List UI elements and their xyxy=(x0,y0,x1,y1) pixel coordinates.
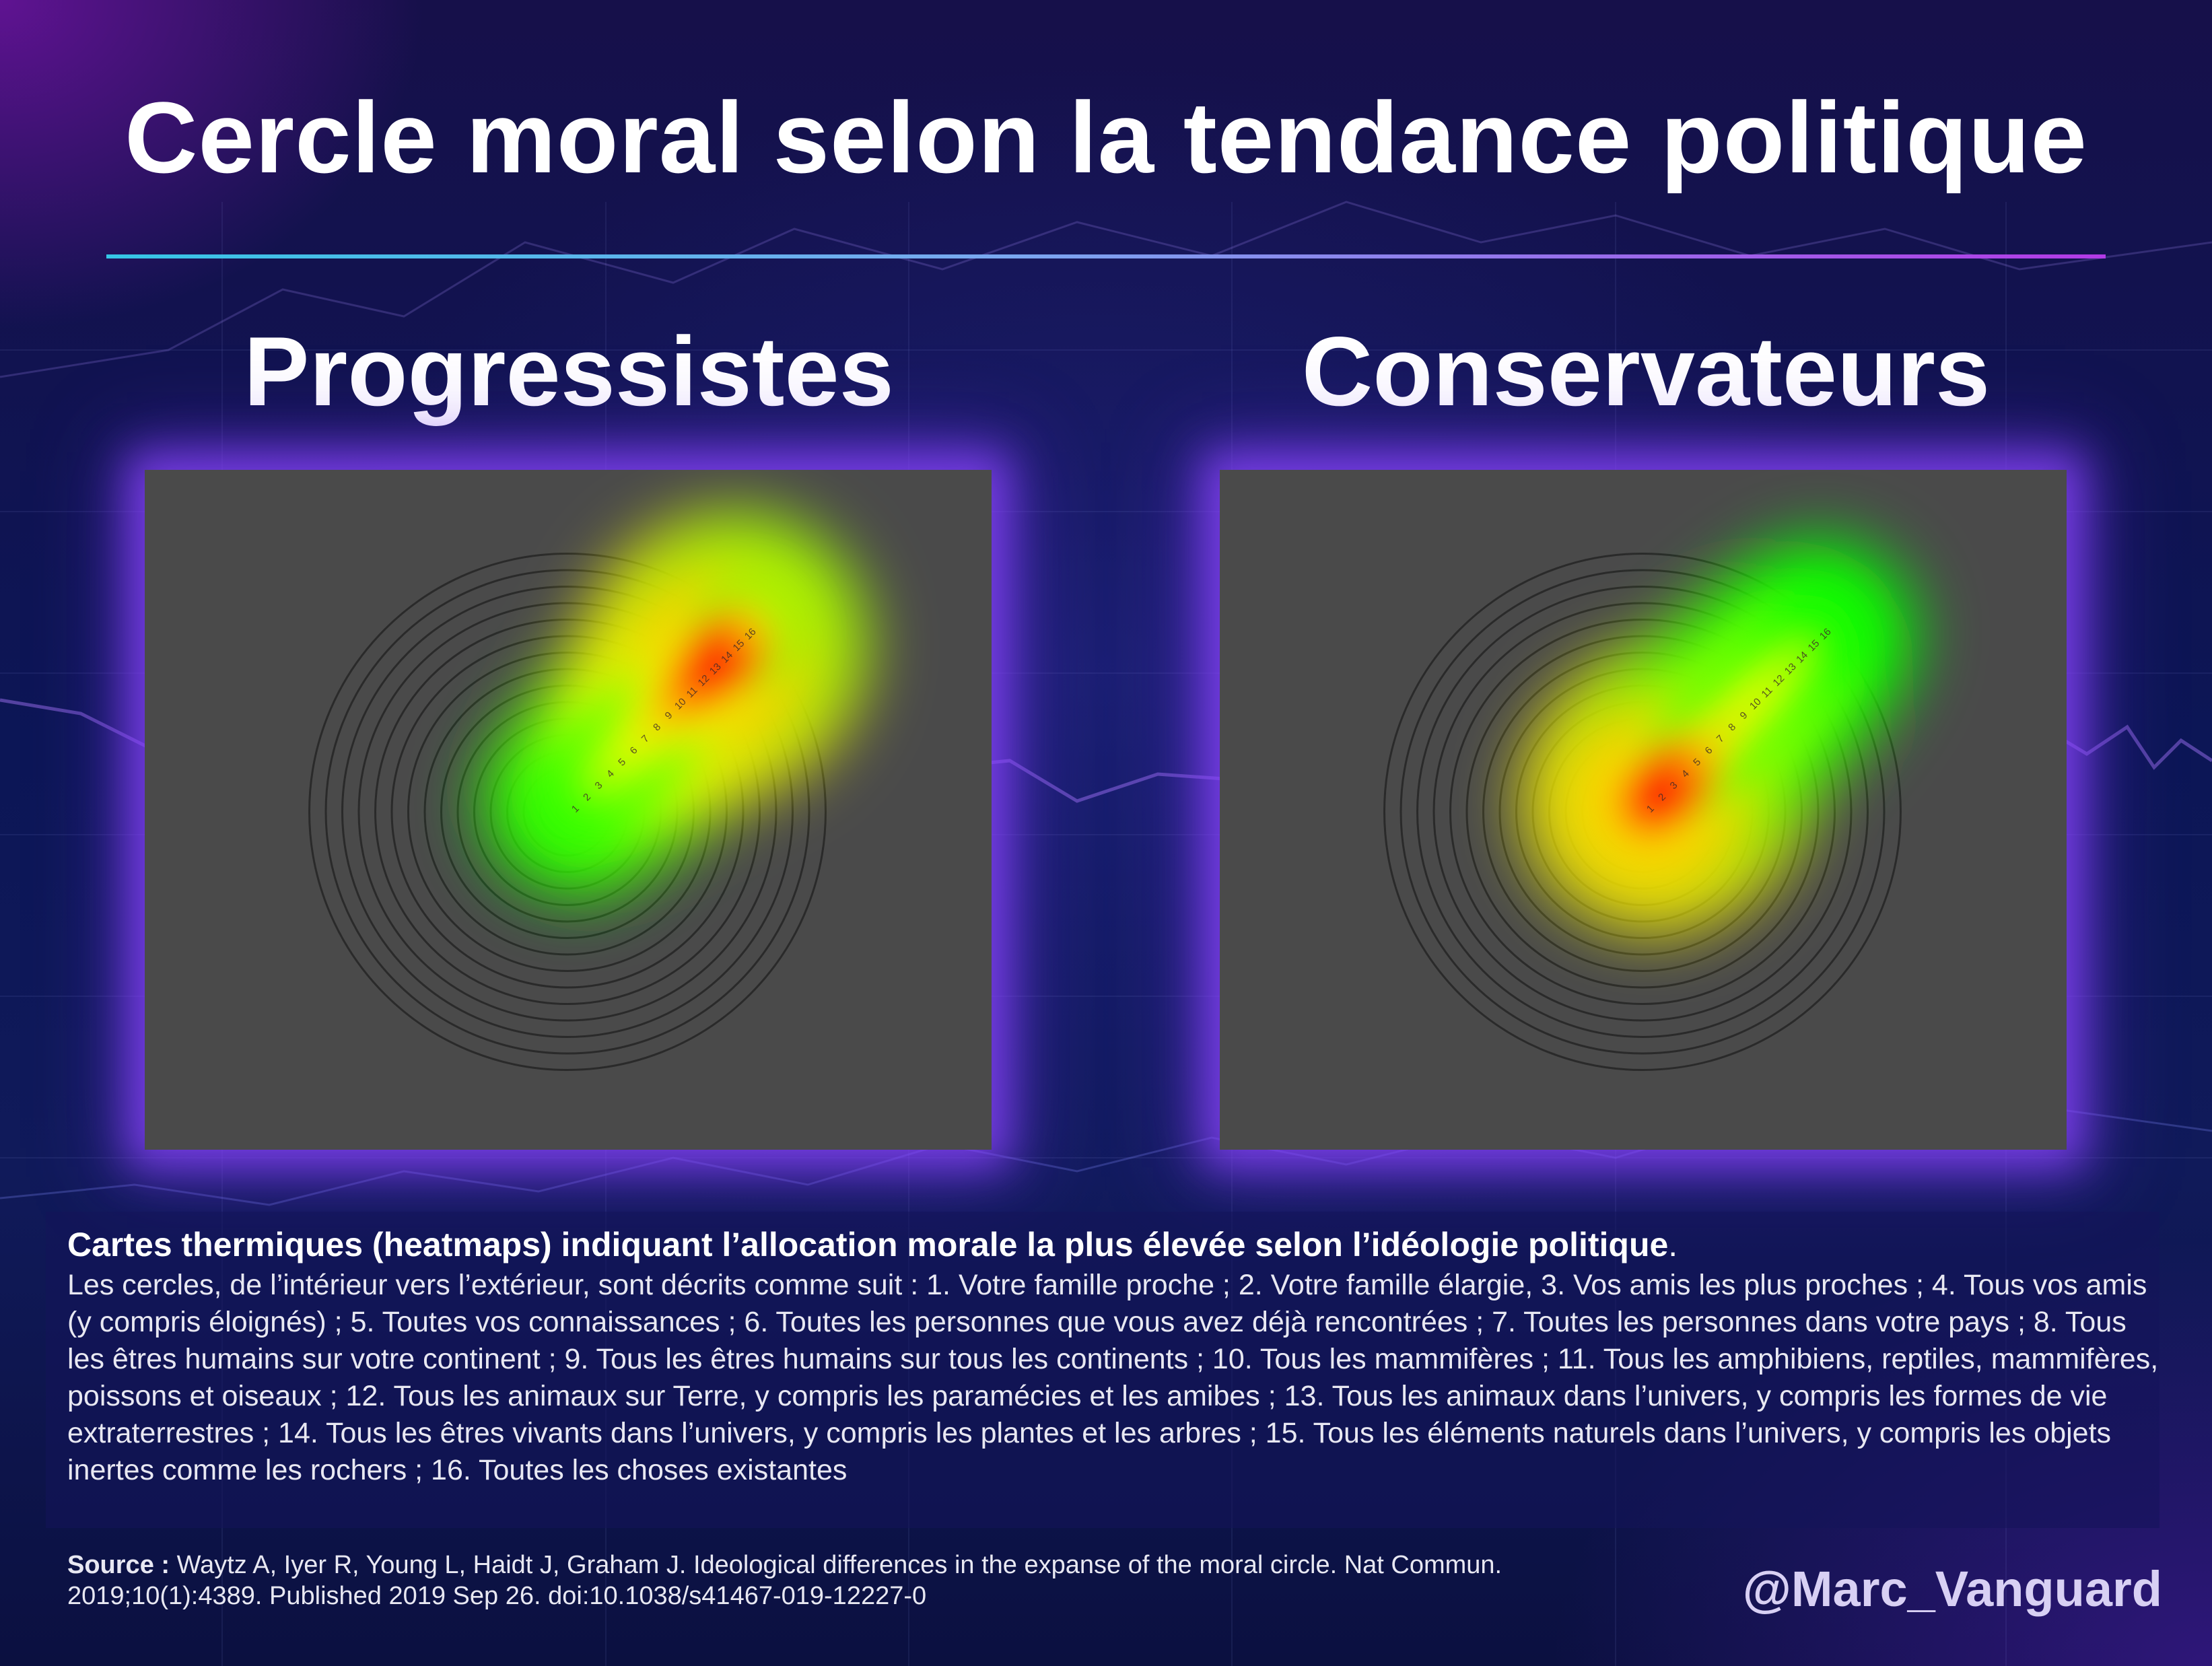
caption-body: Les cercles, de l’intérieur vers l’extér… xyxy=(67,1269,2159,1486)
author-handle: @Marc_Vanguard xyxy=(1742,1561,2162,1617)
ring-11 xyxy=(390,635,745,989)
heat-blob-core-14 xyxy=(1789,640,1814,665)
caption-heading: Cartes thermiques (heatmaps) indiquant l… xyxy=(67,1226,1678,1263)
ring-14 xyxy=(341,586,794,1038)
panel-title-conservateurs: Conservateurs xyxy=(1301,316,1991,426)
ring-16 xyxy=(308,553,827,1071)
heat-blob-core-16 xyxy=(731,611,769,648)
ring-13 xyxy=(357,602,777,1022)
ring-15 xyxy=(324,569,810,1055)
caption-box xyxy=(46,1212,2159,1528)
heatmap-conservateurs: 1 2 3 4 5 6 7 8 9 10 11 12 13 14 15 16 xyxy=(1220,470,2067,1150)
ring-13 xyxy=(1432,602,1853,1022)
source-citation: Source : Waytz A, Iyer R, Young L, Haidt… xyxy=(67,1551,1502,1610)
ring-16 xyxy=(1383,553,1902,1071)
ring-11 xyxy=(1465,635,1820,989)
page-title: Cercle moral selon la tendance politique xyxy=(125,81,2087,194)
heatmap-progressistes: 1 2 3 4 5 6 7 8 9 10 11 12 13 14 15 16 xyxy=(145,470,992,1150)
ring-12 xyxy=(1449,619,1836,1005)
ring-15 xyxy=(1399,569,1886,1055)
panel-title-progressistes: Progressistes xyxy=(244,316,894,426)
title-divider xyxy=(106,254,2106,258)
ring-14 xyxy=(1416,586,1869,1038)
ring-12 xyxy=(374,619,761,1005)
